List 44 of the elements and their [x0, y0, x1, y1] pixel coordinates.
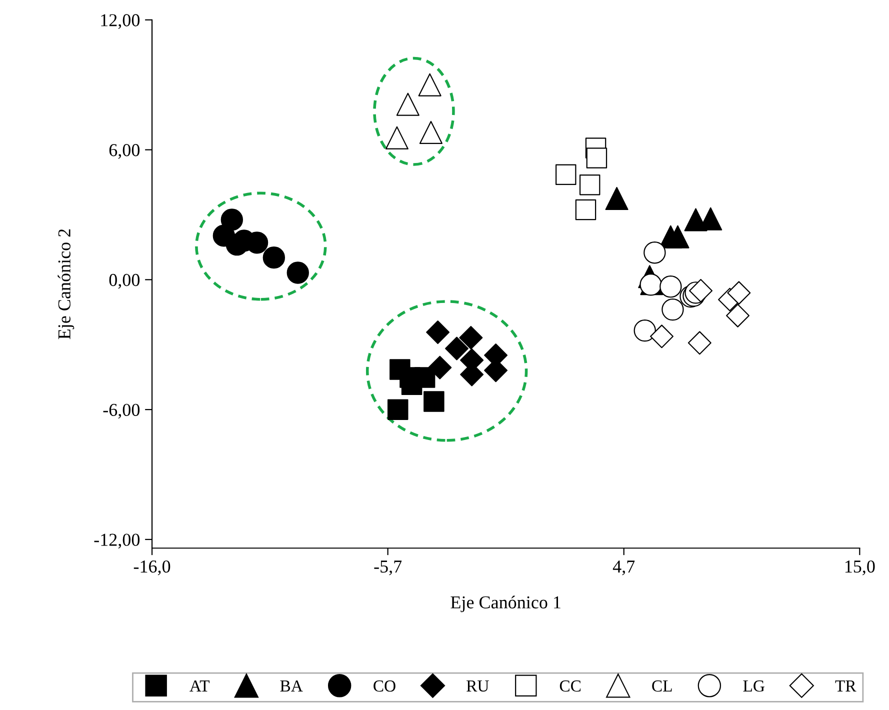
- point: [666, 225, 690, 248]
- point: [286, 262, 309, 284]
- legend-label: CL: [652, 680, 672, 692]
- point: [688, 331, 712, 355]
- point: [419, 120, 443, 144]
- x-axis-title: Eje Canónico 1: [450, 596, 560, 612]
- x-tick-label: 15,0: [845, 560, 875, 576]
- y-tick-label: -12,00: [94, 534, 140, 548]
- point: [424, 391, 444, 412]
- point: [605, 186, 628, 210]
- x-tick-label: -5,7: [374, 560, 402, 576]
- point: [445, 336, 469, 360]
- point: [418, 73, 442, 96]
- point: [579, 174, 600, 196]
- y-axis-title: Eje Canónico 2: [58, 229, 74, 340]
- point: [650, 324, 674, 348]
- legend-label: TR: [835, 680, 856, 692]
- point: [575, 199, 596, 220]
- legend-label: AT: [190, 680, 210, 692]
- point: [727, 281, 751, 305]
- y-tick-label: -6,00: [103, 404, 140, 419]
- point: [689, 278, 713, 302]
- point: [220, 208, 243, 231]
- x-tick-label: -16,0: [134, 560, 170, 576]
- point: [459, 326, 483, 350]
- legend-label: CC: [560, 680, 581, 692]
- point: [586, 148, 608, 168]
- y-tick-label: 12,00: [101, 14, 140, 29]
- point: [396, 92, 420, 116]
- point: [428, 356, 452, 380]
- point: [387, 399, 408, 420]
- y-tick-label: 6,00: [109, 144, 140, 159]
- x-tick-label: 4,7: [612, 560, 635, 576]
- point: [385, 126, 408, 150]
- legend-label: LG: [743, 680, 764, 692]
- point: [426, 320, 450, 344]
- y-tick-label: 0,00: [109, 274, 140, 289]
- point: [556, 164, 576, 186]
- legend-label: CO: [374, 680, 396, 692]
- legend-label: RU: [466, 680, 489, 692]
- point: [262, 246, 286, 269]
- point: [414, 367, 436, 388]
- point: [726, 304, 750, 328]
- legend-label: BA: [280, 680, 303, 692]
